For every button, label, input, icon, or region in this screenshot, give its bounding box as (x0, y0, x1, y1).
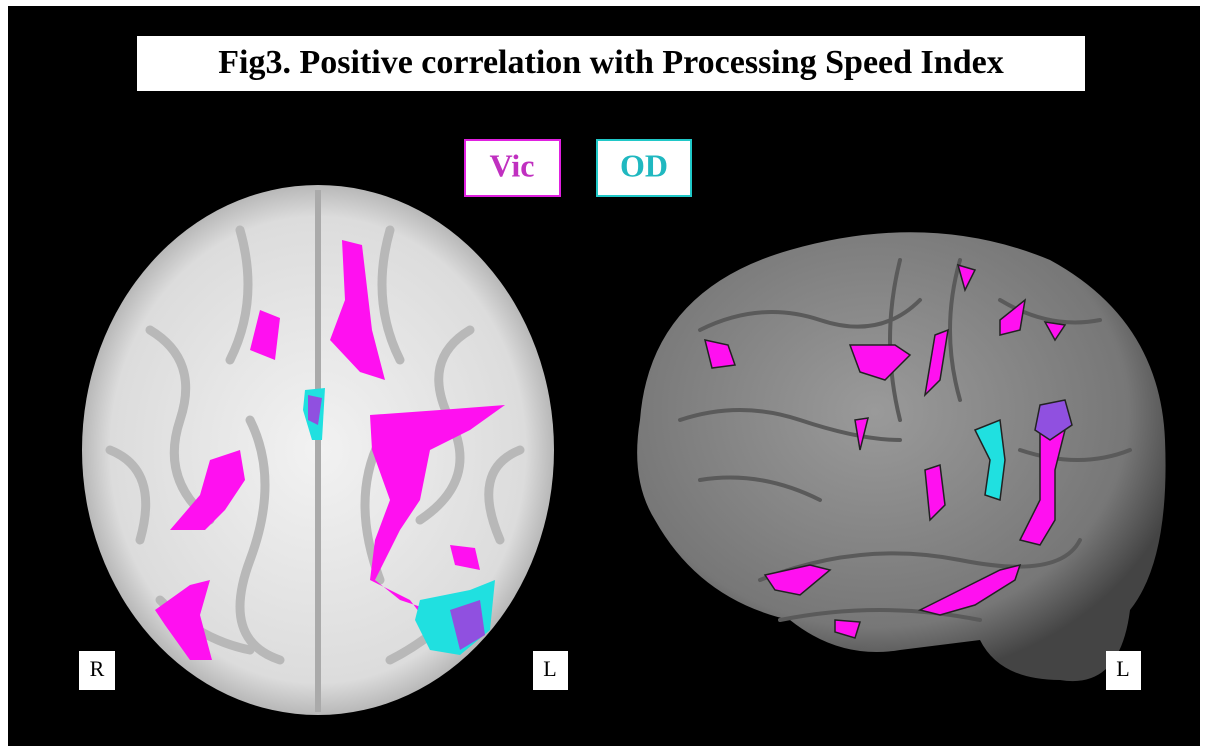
orientation-box (533, 651, 568, 690)
orientation-label: R (90, 656, 105, 681)
orientation-box (1106, 651, 1141, 690)
legend-box (596, 139, 692, 197)
orientation-label: L (1116, 656, 1129, 681)
title: Fig3. Positive correlation with Processi… (218, 44, 1003, 81)
legend-label: OD (620, 147, 668, 183)
orientation-box (79, 651, 115, 690)
sagittal-brain (637, 232, 1166, 682)
legend-box (464, 139, 561, 197)
title-box (137, 36, 1085, 91)
orientation-label: L (543, 656, 556, 681)
legend-label: Vic (489, 147, 534, 183)
axial-brain (82, 185, 554, 715)
